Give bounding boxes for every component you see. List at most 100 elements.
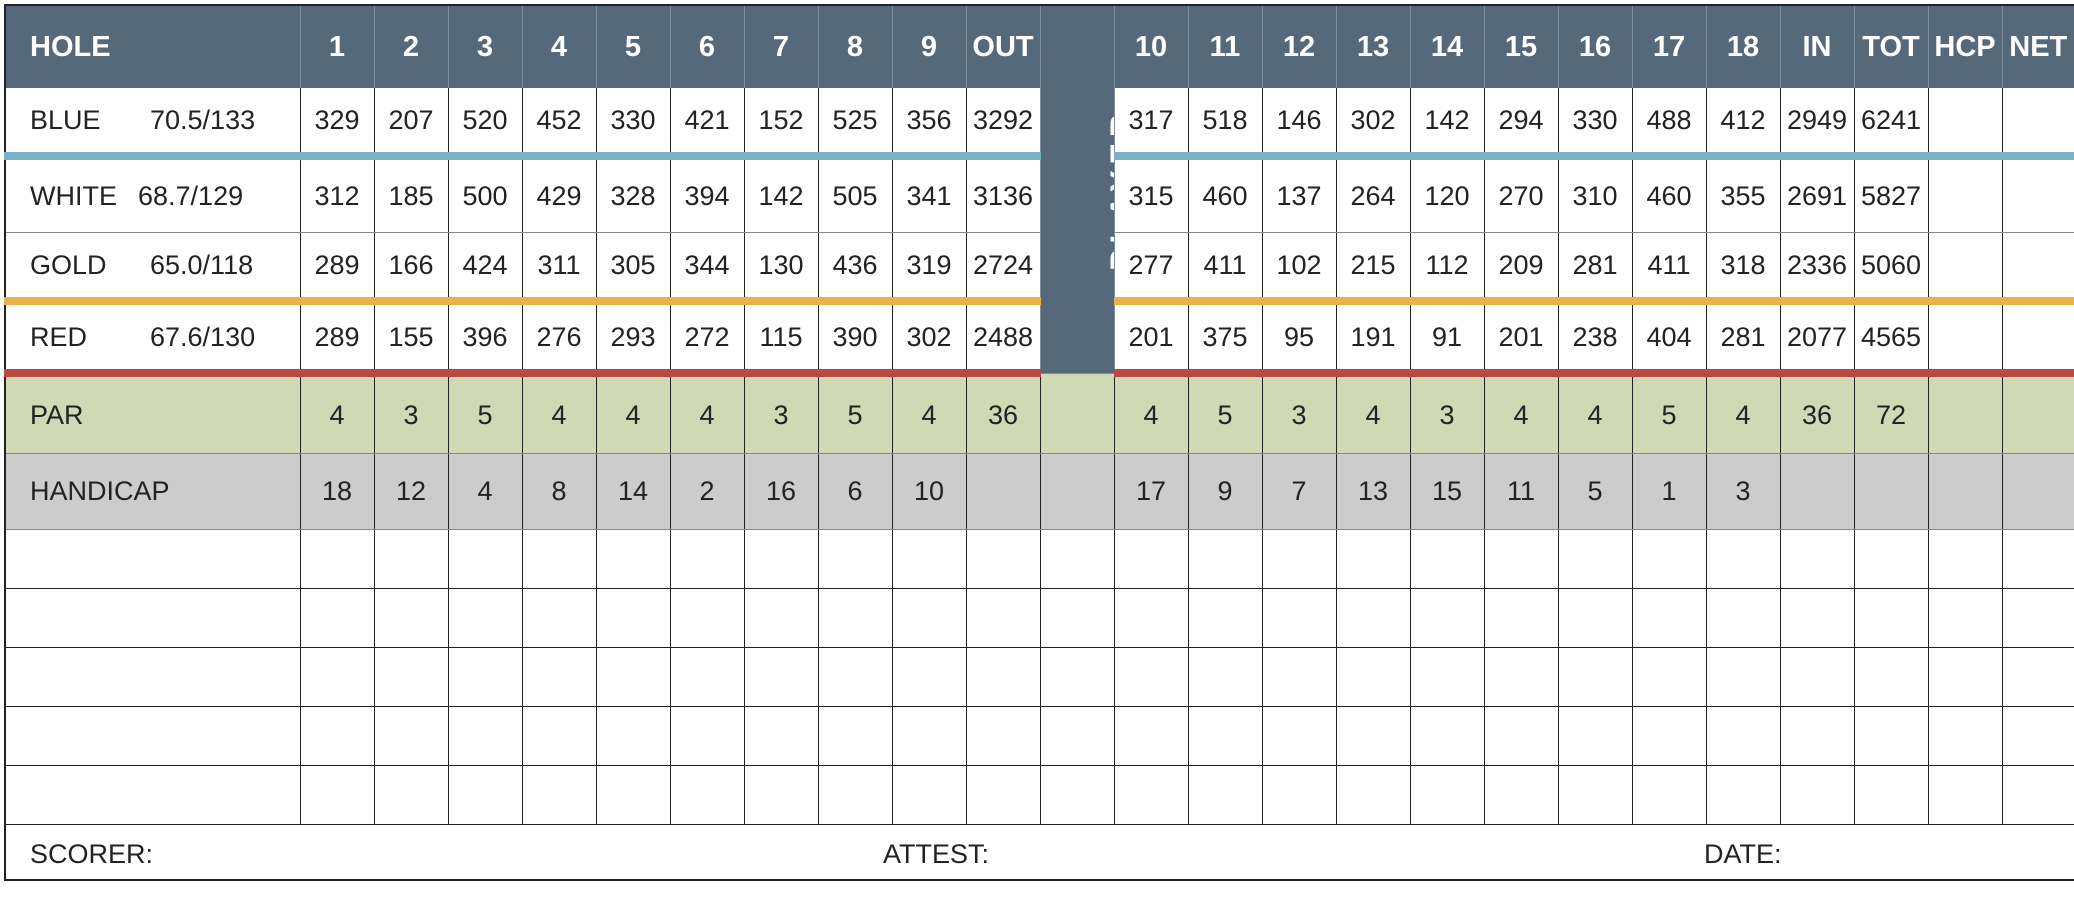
score-cell[interactable] — [1483, 706, 1559, 766]
score-cell[interactable] — [1409, 647, 1485, 707]
score-cell[interactable] — [521, 765, 597, 825]
score-cell[interactable] — [1853, 529, 1929, 589]
score-cell[interactable] — [1779, 588, 1855, 648]
score-cell[interactable] — [817, 588, 893, 648]
score-cell[interactable] — [1409, 706, 1485, 766]
score-cell[interactable] — [743, 647, 819, 707]
score-cell[interactable] — [1927, 706, 2003, 766]
score-cell[interactable] — [595, 765, 671, 825]
score-cell[interactable] — [817, 706, 893, 766]
score-cell[interactable] — [1261, 529, 1337, 589]
score-cell[interactable] — [1261, 647, 1337, 707]
score-cell[interactable] — [1335, 765, 1411, 825]
score-cell[interactable] — [1853, 647, 1929, 707]
score-cell[interactable] — [1853, 588, 1929, 648]
score-cell[interactable] — [1187, 647, 1263, 707]
score-cell[interactable] — [965, 706, 1041, 766]
player-name-cell[interactable] — [4, 588, 301, 648]
score-cell[interactable] — [891, 588, 967, 648]
player-name-cell[interactable] — [4, 529, 301, 589]
score-cell[interactable] — [1039, 765, 1115, 825]
score-cell[interactable] — [2001, 529, 2074, 589]
score-cell[interactable] — [373, 647, 449, 707]
score-cell[interactable] — [1113, 529, 1189, 589]
score-cell[interactable] — [1483, 588, 1559, 648]
score-cell[interactable] — [1409, 529, 1485, 589]
score-cell[interactable] — [1779, 529, 1855, 589]
score-cell[interactable] — [743, 588, 819, 648]
score-cell[interactable] — [1705, 588, 1781, 648]
score-cell[interactable] — [1483, 529, 1559, 589]
score-cell[interactable] — [1335, 529, 1411, 589]
score-cell[interactable] — [373, 765, 449, 825]
score-cell[interactable] — [1853, 765, 1929, 825]
score-cell[interactable] — [1927, 765, 2003, 825]
score-cell[interactable] — [299, 706, 375, 766]
score-cell[interactable] — [1927, 529, 2003, 589]
score-cell[interactable] — [521, 647, 597, 707]
score-cell[interactable] — [965, 588, 1041, 648]
score-cell[interactable] — [521, 706, 597, 766]
score-cell[interactable] — [595, 706, 671, 766]
score-cell[interactable] — [1631, 765, 1707, 825]
score-cell[interactable] — [1705, 529, 1781, 589]
score-cell[interactable] — [1187, 529, 1263, 589]
score-cell[interactable] — [669, 647, 745, 707]
score-cell[interactable] — [373, 588, 449, 648]
score-cell[interactable] — [1631, 647, 1707, 707]
score-cell[interactable] — [1409, 765, 1485, 825]
score-cell[interactable] — [1557, 706, 1633, 766]
score-cell[interactable] — [817, 529, 893, 589]
score-cell[interactable] — [1113, 706, 1189, 766]
score-cell[interactable] — [1853, 706, 1929, 766]
score-cell[interactable] — [595, 529, 671, 589]
score-cell[interactable] — [669, 765, 745, 825]
score-cell[interactable] — [743, 765, 819, 825]
score-cell[interactable] — [743, 529, 819, 589]
player-name-cell[interactable] — [4, 765, 301, 825]
score-cell[interactable] — [2001, 765, 2074, 825]
score-cell[interactable] — [965, 647, 1041, 707]
score-cell[interactable] — [1409, 588, 1485, 648]
score-cell[interactable] — [447, 529, 523, 589]
score-cell[interactable] — [1631, 706, 1707, 766]
score-cell[interactable] — [447, 706, 523, 766]
score-cell[interactable] — [743, 706, 819, 766]
score-cell[interactable] — [595, 588, 671, 648]
score-cell[interactable] — [2001, 706, 2074, 766]
score-cell[interactable] — [1705, 706, 1781, 766]
score-cell[interactable] — [447, 647, 523, 707]
score-cell[interactable] — [1113, 765, 1189, 825]
score-cell[interactable] — [299, 765, 375, 825]
score-cell[interactable] — [447, 765, 523, 825]
score-cell[interactable] — [299, 647, 375, 707]
score-cell[interactable] — [1335, 706, 1411, 766]
score-cell[interactable] — [1483, 647, 1559, 707]
score-cell[interactable] — [1483, 765, 1559, 825]
score-cell[interactable] — [891, 647, 967, 707]
score-cell[interactable] — [1557, 647, 1633, 707]
score-cell[interactable] — [1039, 647, 1115, 707]
player-name-cell[interactable] — [4, 706, 301, 766]
score-cell[interactable] — [1261, 588, 1337, 648]
score-cell[interactable] — [891, 765, 967, 825]
score-cell[interactable] — [1187, 588, 1263, 648]
score-cell[interactable] — [1261, 765, 1337, 825]
score-cell[interactable] — [1187, 765, 1263, 825]
score-cell[interactable] — [1779, 647, 1855, 707]
score-cell[interactable] — [373, 706, 449, 766]
score-cell[interactable] — [817, 765, 893, 825]
score-cell[interactable] — [1113, 588, 1189, 648]
score-cell[interactable] — [1631, 529, 1707, 589]
score-cell[interactable] — [1039, 529, 1115, 589]
score-cell[interactable] — [1779, 765, 1855, 825]
score-cell[interactable] — [447, 588, 523, 648]
score-cell[interactable] — [373, 529, 449, 589]
score-cell[interactable] — [1927, 647, 2003, 707]
score-cell[interactable] — [1335, 588, 1411, 648]
score-cell[interactable] — [669, 706, 745, 766]
score-cell[interactable] — [891, 529, 967, 589]
score-cell[interactable] — [1113, 647, 1189, 707]
score-cell[interactable] — [965, 529, 1041, 589]
score-cell[interactable] — [1705, 647, 1781, 707]
